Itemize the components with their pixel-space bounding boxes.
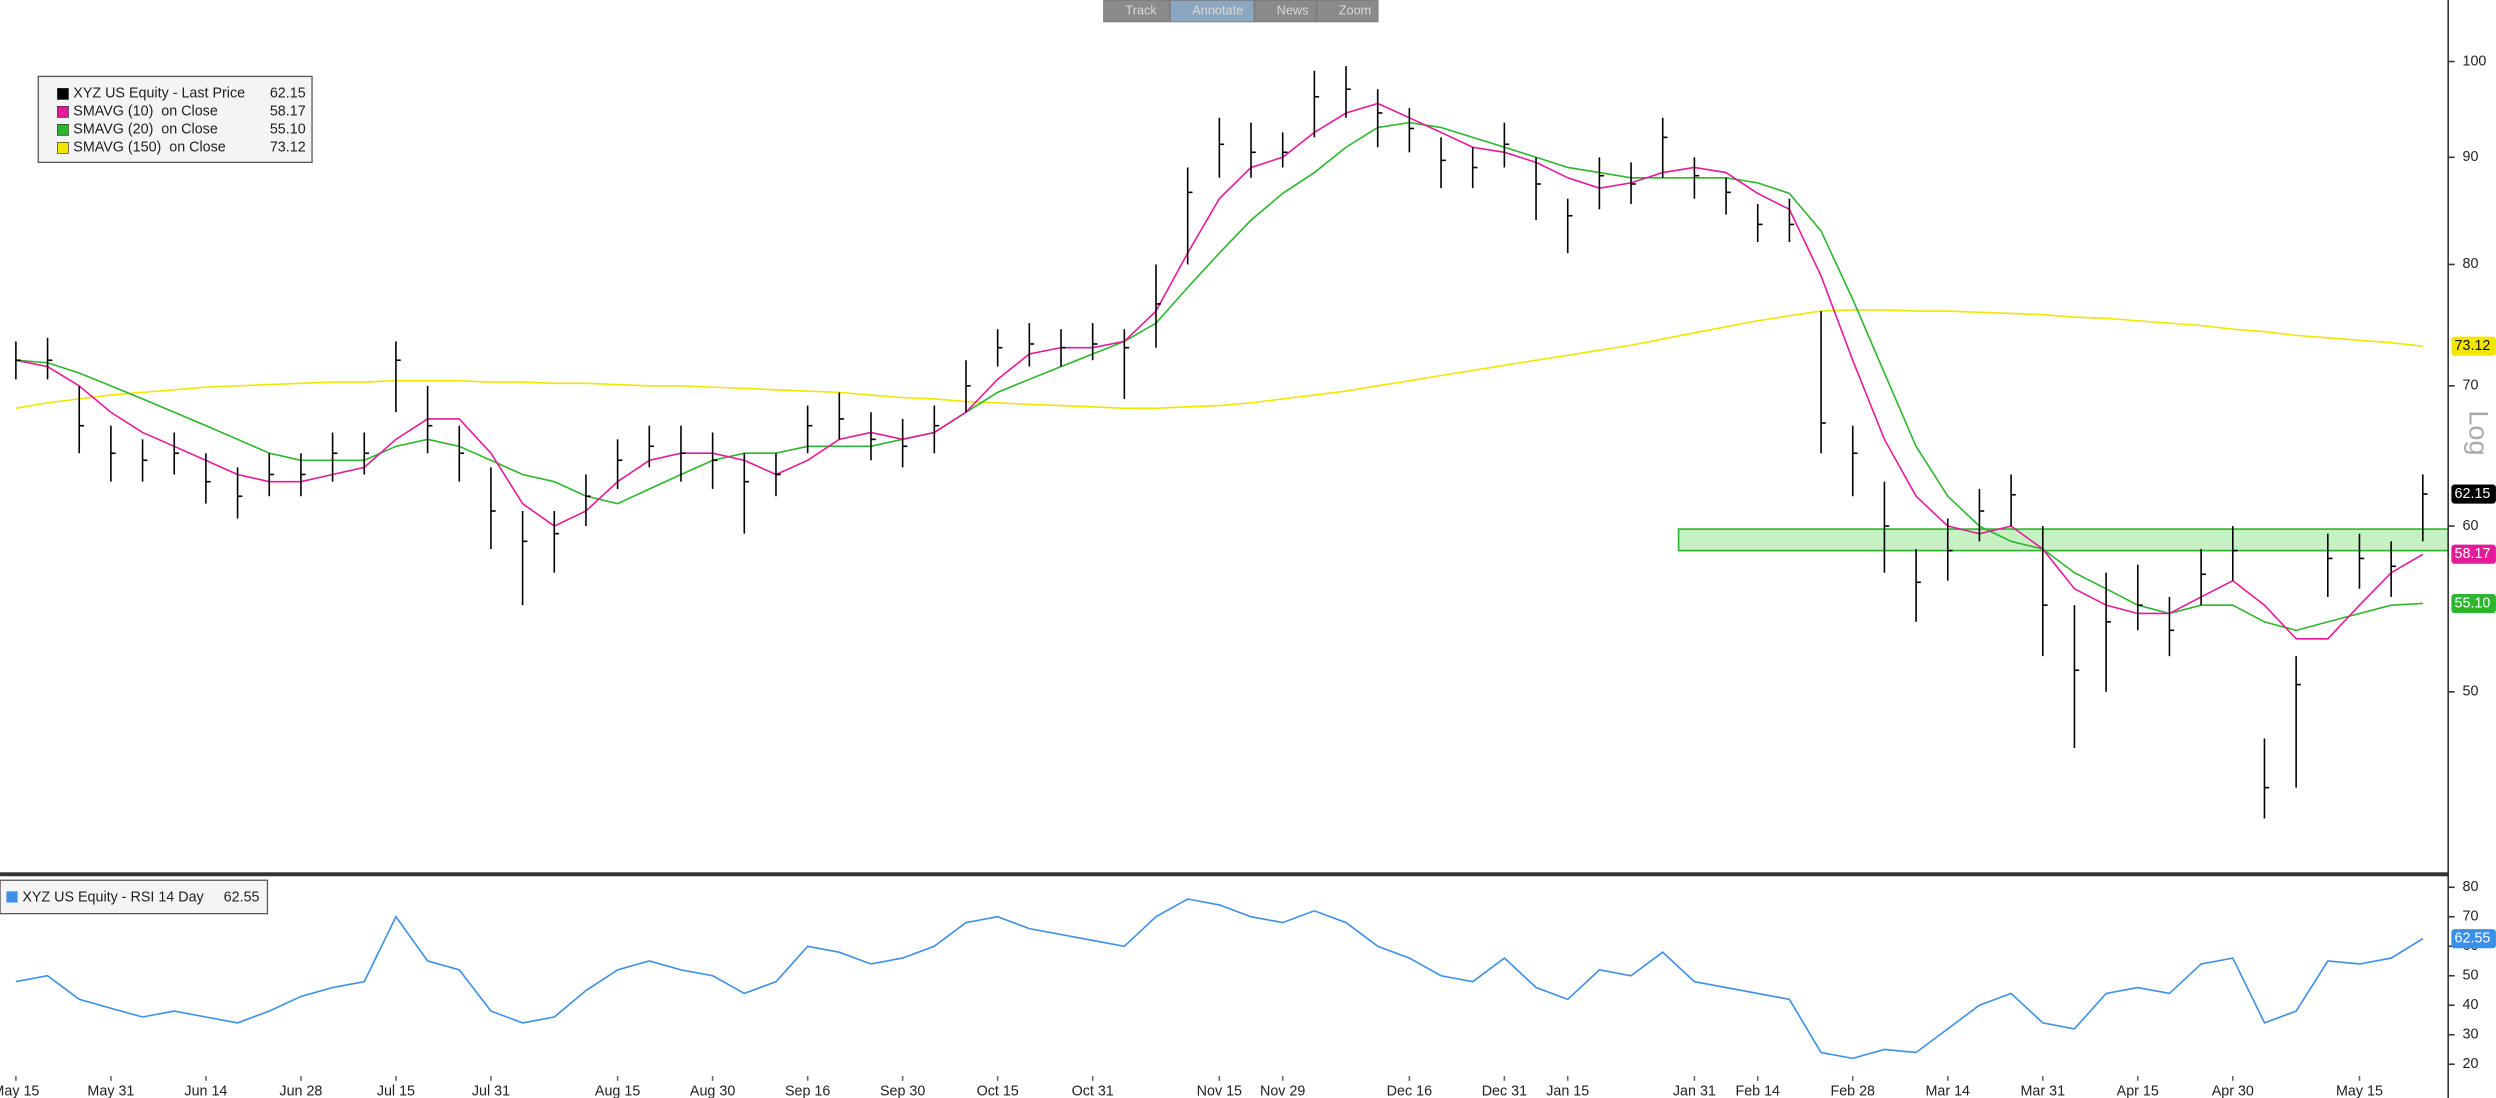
y-tick-label: 80 [2463, 256, 2479, 272]
y-tick-label: 50 [2463, 684, 2479, 700]
legend-value: 73.12 [270, 140, 306, 156]
legend-value: 58.17 [270, 104, 306, 120]
x-tick-label: Feb 28 [1830, 1084, 1875, 1098]
y-tick-label: 60 [2463, 518, 2479, 534]
toolbar-label[interactable]: News [1277, 3, 1309, 18]
sma-line [15, 121, 2423, 632]
y-axis-scale-label: Log [2464, 410, 2494, 455]
x-tick-label: Aug 30 [690, 1084, 735, 1098]
highlight-zone [1677, 528, 2449, 552]
last-value-label: 62.15 [2455, 486, 2491, 502]
x-tick-label: May 15 [0, 1084, 39, 1098]
x-tick-label: Nov 29 [1260, 1084, 1305, 1098]
toolbar-button[interactable] [1103, 0, 1170, 22]
toolbar-label[interactable]: Annotate [1192, 3, 1243, 18]
x-tick-label: Dec 31 [1482, 1084, 1527, 1098]
x-tick-label: May 15 [2336, 1084, 2383, 1098]
x-tick-label: Mar 31 [2020, 1084, 2065, 1098]
toolbar-button[interactable] [1170, 0, 1254, 22]
legend-name: XYZ US Equity - Last Price [73, 86, 245, 102]
y-tick-label: 20 [2463, 1056, 2479, 1072]
x-tick-label: Sep 30 [880, 1084, 925, 1098]
legend-swatch [57, 106, 69, 118]
y-tick-label: 90 [2463, 149, 2479, 165]
x-tick-label: Sep 16 [785, 1084, 830, 1098]
legend-value: 62.55 [224, 890, 260, 906]
legend-swatch [57, 88, 69, 100]
x-tick-label: Feb 14 [1735, 1084, 1780, 1098]
x-tick-label: Jul 15 [377, 1084, 415, 1098]
legend-swatch [57, 123, 69, 136]
y-tick-label: 80 [2463, 879, 2479, 895]
x-tick-label: Jan 15 [1546, 1084, 1589, 1098]
legend-name: SMAVG (10) on Close [73, 104, 218, 120]
last-value-label: 62.55 [2455, 931, 2491, 947]
x-tick-label: May 31 [87, 1084, 134, 1098]
toolbar-label[interactable]: Zoom [1339, 3, 1372, 18]
legend-box [0, 879, 269, 915]
x-tick-label: Jun 28 [279, 1084, 322, 1098]
x-tick-label: Aug 15 [595, 1084, 640, 1098]
legend-swatch [57, 141, 69, 154]
x-tick-label: Apr 15 [2117, 1084, 2159, 1098]
x-tick-label: Oct 31 [1072, 1084, 1114, 1098]
sma-line [15, 309, 2423, 410]
y-tick-label: 40 [2463, 997, 2479, 1013]
x-tick-label: Dec 16 [1387, 1084, 1432, 1098]
toolbar-button[interactable] [1317, 0, 1378, 22]
x-tick-label: Mar 14 [1925, 1084, 1970, 1098]
x-tick-label: Nov 15 [1197, 1084, 1242, 1098]
sma-line [15, 102, 2424, 640]
x-tick-label: Jun 14 [184, 1084, 227, 1098]
last-value-tag [2451, 336, 2496, 356]
last-value-label: 58.17 [2455, 546, 2491, 562]
legend-box [37, 75, 313, 163]
y-tick-label: 100 [2463, 53, 2487, 69]
last-value-tag [2451, 484, 2496, 504]
x-tick-label: Apr 30 [2212, 1084, 2254, 1098]
legend-value: 55.10 [270, 122, 306, 138]
last-value-label: 55.10 [2455, 595, 2491, 611]
y-tick-label: 30 [2463, 1027, 2479, 1043]
panel-separator [0, 872, 2449, 877]
legend-value: 62.15 [270, 86, 306, 102]
toolbar-button[interactable] [1255, 0, 1316, 22]
legend-name: SMAVG (150) on Close [73, 140, 226, 156]
y-tick-label: 70 [2463, 378, 2479, 394]
y-tick-label: 70 [2463, 909, 2479, 925]
last-value-tag [2451, 929, 2496, 949]
toolbar-label[interactable]: Track [1125, 3, 1157, 18]
x-tick-label: Jan 31 [1673, 1084, 1716, 1098]
last-value-label: 73.12 [2455, 338, 2491, 354]
last-value-tag [2451, 593, 2496, 614]
x-tick-label: Jul 31 [472, 1084, 510, 1098]
legend-name: XYZ US Equity - RSI 14 Day [22, 890, 204, 906]
y-tick-label: 50 [2463, 968, 2479, 984]
rsi-line [15, 898, 2424, 1060]
legend-swatch [6, 891, 18, 903]
legend-name: SMAVG (20) on Close [73, 122, 218, 138]
last-value-tag [2451, 544, 2496, 564]
x-tick-label: Oct 15 [977, 1084, 1019, 1098]
